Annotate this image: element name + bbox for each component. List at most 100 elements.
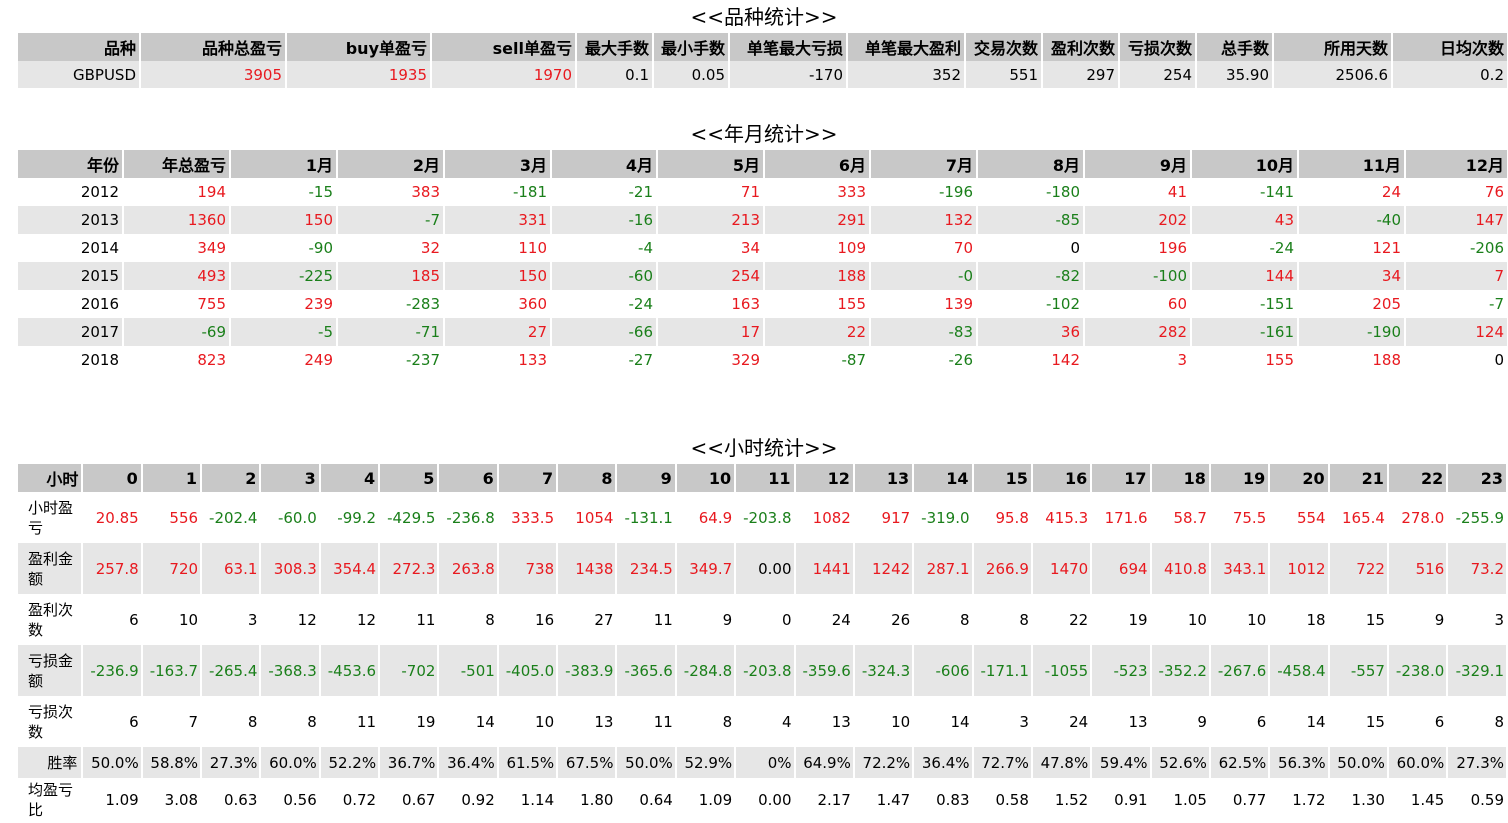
symbol-col-header: 单笔最大亏损 bbox=[729, 33, 848, 61]
month-pnl-cell: -206 bbox=[1405, 234, 1508, 262]
hour-value-cell: 6 bbox=[82, 696, 143, 747]
hour-value-cell: 95.8 bbox=[972, 492, 1033, 543]
hour-row-label: 亏损金额 bbox=[18, 645, 84, 696]
hour-value-cell: -1055 bbox=[1031, 645, 1093, 696]
hour-value-cell: 7 bbox=[141, 696, 203, 747]
hour-value-cell: 8 bbox=[438, 594, 499, 645]
month-pnl-cell: 110 bbox=[444, 234, 552, 262]
month-pnl-cell: 60 bbox=[1084, 290, 1192, 318]
month-pnl-cell: 124 bbox=[1405, 318, 1508, 346]
hour-col-header: 9 bbox=[616, 464, 677, 492]
hour-value-cell: 1.09 bbox=[675, 778, 737, 822]
hour-row-label: 胜率 bbox=[18, 747, 84, 778]
hour-value-cell: 58.8% bbox=[141, 747, 203, 778]
month-pnl-cell: 163 bbox=[657, 290, 765, 318]
hour-value-cell: 0.63 bbox=[201, 778, 262, 822]
hour-value-cell: 64.9 bbox=[675, 492, 737, 543]
yearmonth-col-header: 年总盈亏 bbox=[123, 150, 231, 178]
hour-row-label: 均盈亏比 bbox=[18, 778, 84, 822]
hour-value-cell: 287.1 bbox=[913, 543, 974, 594]
hour-col-header: 7 bbox=[497, 464, 559, 492]
month-pnl-cell: 202 bbox=[1084, 206, 1192, 234]
month-pnl-cell: 27 bbox=[444, 318, 552, 346]
hour-value-cell: 11 bbox=[379, 594, 440, 645]
month-pnl-cell: -21 bbox=[551, 178, 658, 206]
month-pnl-cell: -90 bbox=[230, 234, 338, 262]
hour-value-cell: 3 bbox=[201, 594, 262, 645]
month-pnl-cell: 360 bbox=[444, 290, 552, 318]
hour-value-cell: 6 bbox=[1209, 696, 1271, 747]
month-pnl-cell: -100 bbox=[1084, 262, 1192, 290]
month-pnl-cell: -87 bbox=[764, 346, 871, 374]
symbol-col-header: 日均次数 bbox=[1392, 33, 1508, 61]
hour-value-cell: -267.6 bbox=[1209, 645, 1271, 696]
hour-value-cell: 27.3% bbox=[1447, 747, 1508, 778]
month-pnl-cell: 121 bbox=[1298, 234, 1406, 262]
month-pnl-cell: -15 bbox=[230, 178, 338, 206]
hour-value-cell: 0% bbox=[735, 747, 796, 778]
month-pnl-cell: 213 bbox=[657, 206, 765, 234]
symbol-value-cell: 2506.6 bbox=[1273, 61, 1393, 88]
month-pnl-cell: -24 bbox=[1191, 234, 1299, 262]
hour-value-cell: 60.0% bbox=[260, 747, 321, 778]
year-row: 2014 349 -90 32 110 -4 34 109 70 0 196 -24 121 -206 bbox=[18, 234, 1508, 262]
hour-header-row: 小时 0 1 2 3 4 5 6 7 8 9 10 11 12 13 14 15 16 17 18 19 20 21 22 23 bbox=[18, 464, 1508, 492]
hour-value-cell: -368.3 bbox=[260, 645, 321, 696]
hour-value-cell: 27 bbox=[557, 594, 618, 645]
yearmonth-stats-title: <<年月统计>> bbox=[690, 122, 838, 146]
hour-value-cell: 75.5 bbox=[1209, 492, 1271, 543]
month-pnl-cell: 249 bbox=[230, 346, 338, 374]
hour-value-cell: 1441 bbox=[794, 543, 855, 594]
month-pnl-cell: -82 bbox=[977, 262, 1085, 290]
yearmonth-col-header: 4月 bbox=[551, 150, 658, 178]
hour-stat-row: 小时盈亏 20.85 556 -202.4 -60.0 -99.2 -429.5 -236.8… bbox=[18, 492, 1508, 543]
hour-value-cell: 60.0% bbox=[1387, 747, 1449, 778]
month-pnl-cell: -7 bbox=[337, 206, 445, 234]
month-pnl-cell: -60 bbox=[551, 262, 658, 290]
hour-value-cell: 52.6% bbox=[1150, 747, 1211, 778]
hour-value-cell: 24 bbox=[794, 594, 855, 645]
month-pnl-cell: 196 bbox=[1084, 234, 1192, 262]
symbol-value-cell: 254 bbox=[1119, 61, 1197, 88]
hour-value-cell: 1.09 bbox=[82, 778, 143, 822]
hour-col-header: 22 bbox=[1387, 464, 1449, 492]
hour-value-cell: 3 bbox=[1447, 594, 1508, 645]
hour-value-cell: 58.7 bbox=[1150, 492, 1211, 543]
month-pnl-cell: -237 bbox=[337, 346, 445, 374]
hour-value-cell: 1470 bbox=[1031, 543, 1093, 594]
symbol-col-header: 所用天数 bbox=[1273, 33, 1393, 61]
hour-value-cell: 9 bbox=[1150, 696, 1211, 747]
yearmonth-col-header: 年份 bbox=[18, 150, 124, 178]
hour-value-cell: 8 bbox=[201, 696, 262, 747]
month-pnl-cell: 34 bbox=[1298, 262, 1406, 290]
hour-value-cell: 554 bbox=[1269, 492, 1330, 543]
hour-value-cell: 3.08 bbox=[141, 778, 203, 822]
yearmonth-col-header: 9月 bbox=[1084, 150, 1192, 178]
month-pnl-cell: -4 bbox=[551, 234, 658, 262]
month-pnl-cell: 185 bbox=[337, 262, 445, 290]
hour-col-header: 20 bbox=[1269, 464, 1330, 492]
hour-col-header: 13 bbox=[853, 464, 915, 492]
hour-value-cell: 15 bbox=[1328, 696, 1389, 747]
hour-value-cell: 0.72 bbox=[319, 778, 381, 822]
hour-value-cell: 0.59 bbox=[1447, 778, 1508, 822]
hour-value-cell: 0 bbox=[735, 594, 796, 645]
hour-value-cell: 0.67 bbox=[379, 778, 440, 822]
year-cell: 2018 bbox=[18, 346, 124, 374]
hour-value-cell: 234.5 bbox=[616, 543, 677, 594]
symbol-stats-table: 品种 品种总盈亏 buy单盈亏 sell单盈亏 最大手数 最小手数 单笔最大亏损 单笔最大盈利… bbox=[18, 33, 1508, 88]
hour-value-cell: 16 bbox=[497, 594, 559, 645]
hour-value-cell: 61.5% bbox=[497, 747, 559, 778]
hour-value-cell: -265.4 bbox=[201, 645, 262, 696]
hour-value-cell: 1242 bbox=[853, 543, 915, 594]
year-row: 2018 823 249 -237 133 -27 329 -87 -26 142 3 155 188 0 bbox=[18, 346, 1508, 374]
hour-value-cell: 0.00 bbox=[735, 778, 796, 822]
hour-value-cell: 67.5% bbox=[557, 747, 618, 778]
hour-value-cell: 171.6 bbox=[1091, 492, 1152, 543]
hour-value-cell: 266.9 bbox=[972, 543, 1033, 594]
hour-value-cell: 1.05 bbox=[1150, 778, 1211, 822]
year-row: 2016 755 239 -283 360 -24 163 155 139 -102 60 -151 2… bbox=[18, 290, 1508, 318]
hour-value-cell: 165.4 bbox=[1328, 492, 1389, 543]
month-pnl-cell: 142 bbox=[977, 346, 1085, 374]
month-pnl-cell: 132 bbox=[870, 206, 978, 234]
